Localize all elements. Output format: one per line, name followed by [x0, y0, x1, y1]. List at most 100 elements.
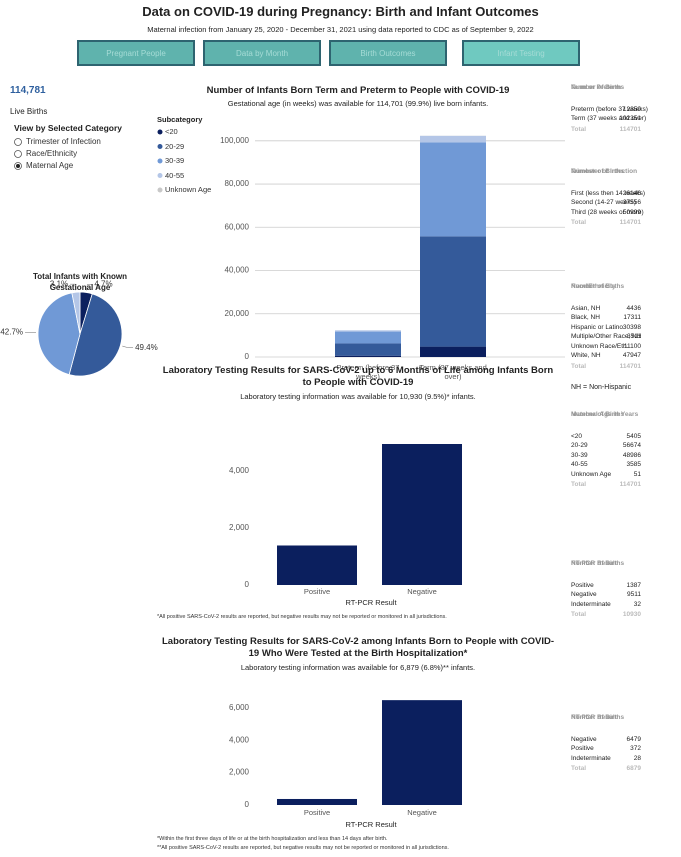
table-row: Total 114701 — [571, 363, 681, 371]
nav-tab[interactable]: Pregnant People — [77, 40, 195, 66]
legend-label: 20-29 — [165, 141, 185, 151]
table-cell: 11100 — [623, 342, 641, 350]
table-cell: Negative — [571, 591, 597, 598]
bar — [277, 798, 357, 805]
radio-label[interactable]: Maternal Age — [26, 161, 74, 170]
table-cell: First (less then 14 weeks) — [571, 189, 646, 197]
legend-label: Unknown Age — [165, 185, 212, 194]
table-cell: 26146 — [622, 189, 641, 197]
table-cell: 6879 — [626, 765, 641, 772]
bar — [277, 545, 357, 585]
table-cell: 3585 — [626, 461, 641, 468]
y-tick-label: 4,000 — [229, 735, 250, 744]
bar-segment — [420, 142, 486, 237]
table-cell: Total — [571, 219, 587, 226]
table-row: Trimester of Infection Number of Births — [571, 168, 681, 176]
chart-title: Total Infants with Known Gestational Age — [32, 272, 128, 292]
pie-slice — [71, 291, 81, 335]
table-cell: 37556 — [622, 199, 641, 206]
table-cell: Number of Births — [571, 283, 625, 290]
table-cell: 10930 — [622, 611, 641, 618]
table-cell: 114701 — [619, 219, 641, 226]
table-cell: Number of Births — [571, 84, 625, 91]
table-cell: 1387 — [626, 581, 641, 589]
bar-segment — [335, 355, 401, 357]
bar-segment — [335, 343, 401, 356]
table-row: 40-55 3585 — [571, 461, 681, 469]
radio-label[interactable]: Trimester of Infection — [26, 137, 101, 146]
nav-tab[interactable]: Birth Outcomes — [329, 40, 447, 66]
x-tick-label: Positive — [303, 808, 331, 817]
table-cell: Preterm (before 37 weeks) — [571, 105, 648, 113]
bar — [382, 700, 462, 805]
table-cell: 56674 — [622, 442, 641, 449]
radio-label[interactable]: Race/Ethnicity — [26, 149, 78, 158]
radio-button[interactable] — [14, 150, 22, 158]
table-cell: White, NH — [571, 352, 601, 359]
table-cell: 40-55 — [571, 461, 588, 468]
table-row: Term or Preterm Number of Births — [571, 84, 681, 92]
table-row: Negative 6479 — [571, 736, 681, 744]
nav-tab[interactable]: Data by Month — [203, 40, 321, 66]
table-row: Total 114701 — [571, 219, 681, 227]
page-subtitle: Maternal infection from January 25, 2020… — [147, 25, 534, 34]
bar — [382, 444, 462, 585]
pie-slice — [37, 292, 81, 376]
y-tick-label: 40,000 — [225, 266, 250, 275]
y-tick-label: 0 — [245, 352, 250, 361]
table-cell: Term or Preterm — [571, 84, 622, 91]
table-row: Total 114701 — [571, 126, 681, 134]
table-row: Indeterminate 28 — [571, 755, 681, 763]
table-cell: Total — [571, 125, 587, 133]
table-row: Preterm (before 37 weeks) 12350 — [571, 106, 681, 114]
y-tick-label: 20,000 — [225, 309, 250, 318]
table-cell: Total — [571, 481, 587, 488]
table-cell: Multiple/Other Race, NH — [571, 333, 642, 340]
y-tick-label: 0 — [245, 580, 250, 589]
table-cell: Unknown Age — [571, 470, 612, 478]
table-cell: 17311 — [623, 314, 641, 321]
data-table: RT-PCR Result Number of Births Positive 138… — [571, 560, 681, 621]
y-tick-label: 100,000 — [220, 136, 249, 145]
table-cell: Positive — [571, 745, 594, 752]
nav-tab[interactable]: Infant Testing — [462, 40, 580, 66]
table-cell: Indeterminate — [571, 754, 611, 762]
data-label: 3.1% — [50, 279, 68, 288]
table-cell: Number of Births — [571, 168, 625, 175]
x-tick-label: Positive — [303, 587, 331, 596]
table-row: 20-29 56674 — [571, 442, 681, 450]
table-row: Positive 1387 — [571, 582, 681, 590]
leader-line — [70, 283, 77, 291]
table-row: Hispanic or Latino 30398 — [571, 324, 681, 332]
table-cell: Term (37 weeks and over) — [571, 115, 647, 122]
table-cell: 114701 — [619, 125, 641, 133]
data-label: 42.7% — [0, 327, 23, 336]
table-cell: RT-PCR Result — [571, 714, 617, 721]
table-cell: 12350 — [622, 105, 641, 113]
table-cell: 3511 — [627, 333, 641, 340]
table-row: Asian, NH 4436 — [571, 305, 681, 313]
table-cell: 6479 — [626, 735, 641, 743]
legend-swatch — [157, 187, 163, 193]
bar-segment — [420, 135, 486, 143]
table-cell: 114701 — [619, 481, 641, 488]
table-row: RT-PCR Result Number of Births — [571, 560, 681, 568]
table-cell: Negative — [571, 735, 597, 743]
data-table: Term or Preterm Number of Births Preterm (… — [571, 84, 681, 135]
filter-title: View by Selected Category — [14, 123, 123, 133]
table-cell: 20-29 — [571, 442, 588, 449]
table-cell: RT-PCR Result — [571, 560, 617, 567]
table-cell: Asian, NH — [571, 304, 601, 312]
y-tick-label: 6,000 — [229, 703, 250, 712]
table-row: Term (37 weeks and over) 102351 — [571, 115, 681, 123]
table-cell: Number of Births — [571, 714, 625, 721]
x-tick-label: Negative — [407, 587, 437, 596]
table-cell: Total — [571, 362, 587, 370]
table-row: Total 6879 — [571, 765, 681, 773]
table-row: Race/Ethnicity Number of Births — [571, 283, 681, 291]
table-cell: Unknown Race/Eth. — [571, 342, 629, 350]
table-note: NH = Non-Hispanic — [571, 384, 632, 391]
table-row: Unknown Race/Eth. 11100 — [571, 343, 681, 351]
y-tick-label: 80,000 — [225, 179, 250, 188]
radio-button[interactable] — [14, 138, 22, 146]
